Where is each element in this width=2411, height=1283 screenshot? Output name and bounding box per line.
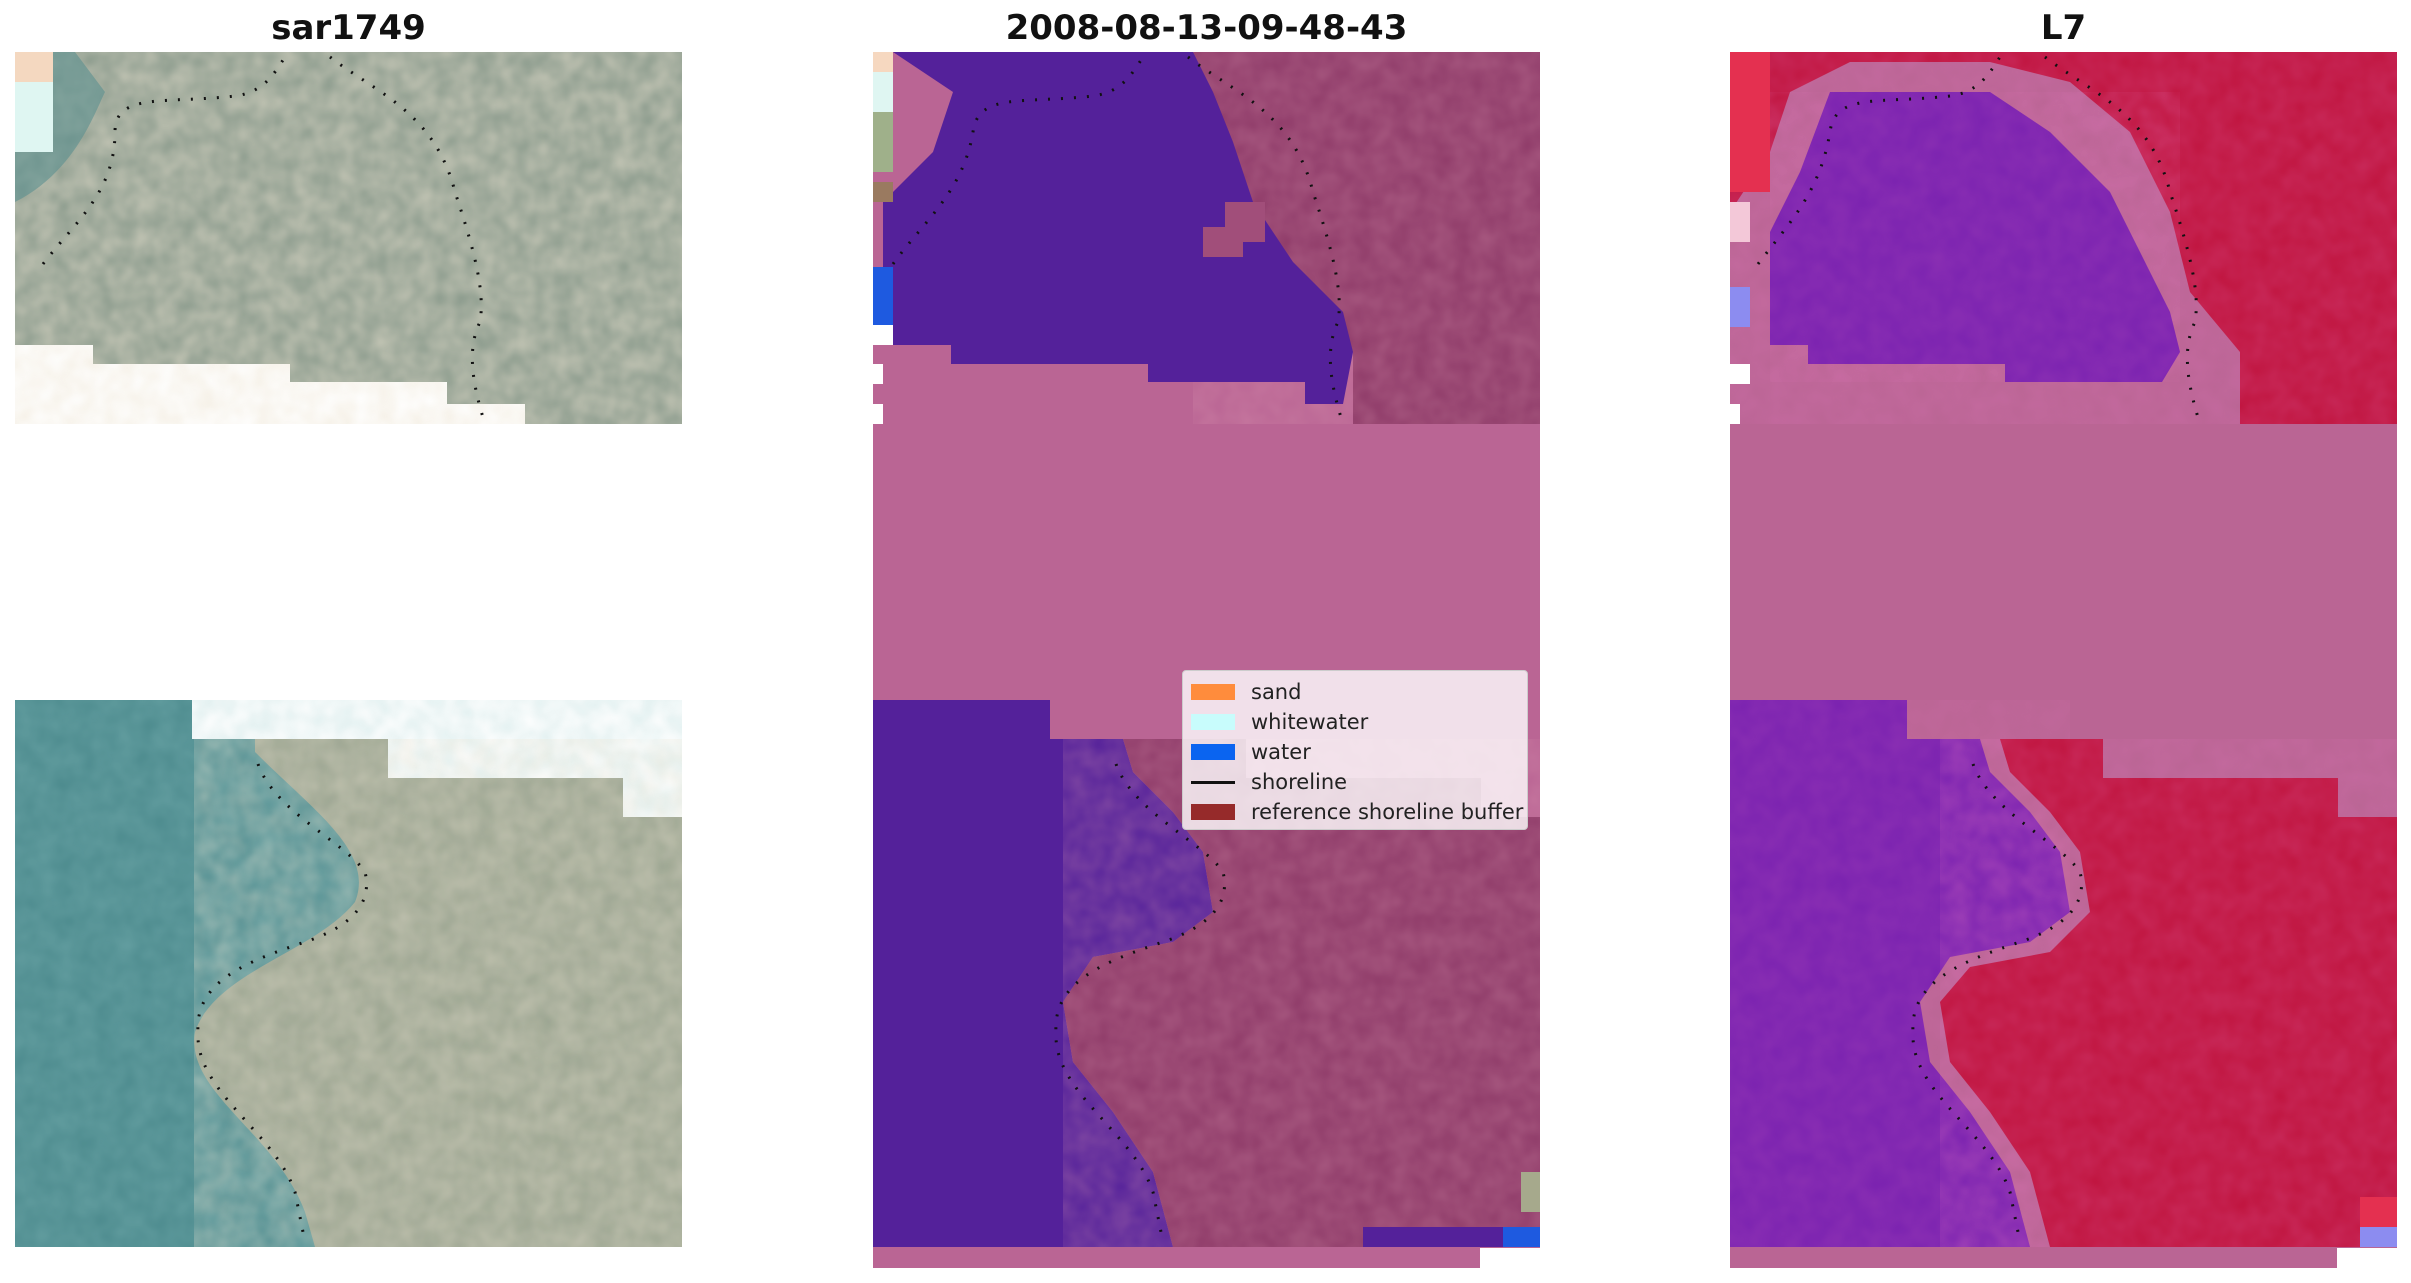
water-class-bottom: [873, 700, 1213, 1247]
legend-item-reference-buffer: reference shoreline buffer: [1191, 797, 1523, 827]
legend-label-whitewater: whitewater: [1251, 710, 1369, 734]
rgb-bottom-block: [15, 700, 682, 1247]
panel-title-rgb: sar1749: [271, 8, 426, 48]
legend: sand whitewater water shoreline referenc…: [1182, 670, 1528, 830]
water-class-top: [883, 52, 1353, 404]
legend-item-whitewater: whitewater: [1191, 707, 1519, 737]
legend-swatch-whitewater: [1191, 714, 1235, 730]
legend-item-water: water: [1191, 737, 1519, 767]
legend-label-shoreline: shoreline: [1251, 770, 1348, 794]
rgb-top-block: [15, 52, 682, 424]
classification-panel: [873, 52, 1540, 1268]
panel-title-index: L7: [2040, 8, 2087, 48]
index-panel: [1730, 52, 2397, 1268]
legend-label-sand: sand: [1251, 680, 1302, 704]
legend-line-shoreline: [1191, 780, 1235, 784]
shoreline-top-index: [1756, 55, 2202, 425]
legend-swatch-water: [1191, 744, 1235, 760]
legend-item-sand: sand: [1191, 677, 1519, 707]
legend-swatch-reference-buffer: [1191, 804, 1235, 820]
rgb-image-panel: [15, 52, 682, 1247]
legend-item-shoreline: shoreline: [1191, 767, 1519, 797]
legend-label-reference-buffer: reference shoreline buffer: [1251, 800, 1524, 824]
legend-label-water: water: [1251, 740, 1311, 764]
panel-title-classification: 2008-08-13-09-48-43: [1005, 8, 1408, 48]
legend-swatch-sand: [1191, 684, 1235, 700]
